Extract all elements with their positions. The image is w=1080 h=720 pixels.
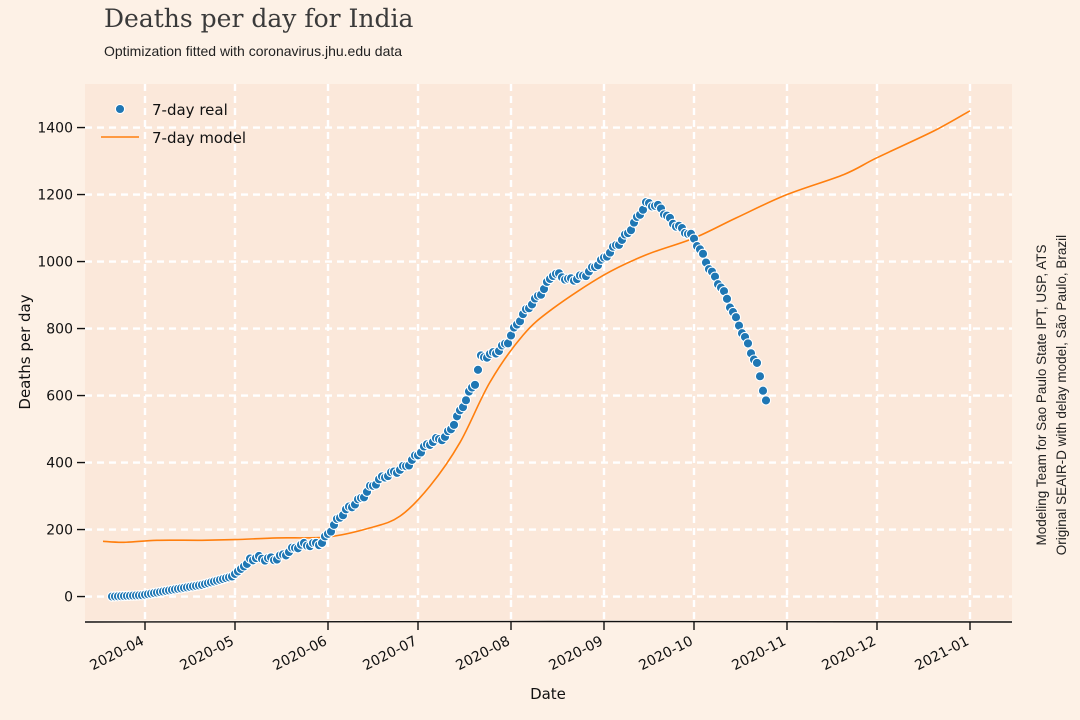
x-tick-label: 2020-10 [636, 633, 695, 674]
real-point [751, 357, 763, 369]
real-point [721, 293, 733, 304]
model-series [102, 110, 971, 544]
real-series [106, 196, 772, 602]
x-tick-label: 2020-06 [270, 633, 329, 674]
y-tick-label: 800 [46, 322, 73, 338]
real-point [460, 395, 472, 406]
y-tick-label: 200 [46, 523, 73, 539]
x-tick-label: 2020-08 [453, 633, 512, 674]
real-point [760, 395, 772, 406]
y-tick-label: 1200 [37, 188, 73, 204]
y-tick-label: 400 [46, 456, 73, 472]
y-tick-label: 1000 [37, 255, 73, 271]
x-tick-label: 2020-07 [360, 633, 419, 674]
x-axis-line [84, 620, 1013, 623]
y-tick-label: 600 [46, 389, 73, 405]
x-tick-label: 2020-09 [546, 633, 605, 674]
legend: 7-day real 7-day model [101, 101, 246, 147]
real-point [469, 379, 481, 391]
real-point [754, 371, 766, 382]
y-tick-label: 1400 [37, 121, 73, 137]
side-annotation-line: Modeling Team for Sao Paulo State IPT, U… [1034, 245, 1049, 546]
x-tick-label: 2020-04 [87, 633, 146, 674]
legend-real-marker [114, 103, 126, 115]
real-point [448, 419, 460, 431]
model-line [102, 110, 971, 544]
real-point [742, 338, 754, 349]
y-axis-label: Deaths per day [16, 294, 34, 409]
x-axis-label: Date [530, 685, 566, 703]
x-tick-label: 2020-05 [177, 633, 236, 674]
real-point [697, 248, 709, 259]
real-point [757, 385, 769, 396]
chart-subtitle: Optimization fitted with coronavirus.jhu… [104, 43, 403, 59]
legend-real-label: 7-day real [152, 101, 228, 119]
x-tick-label: 2020-12 [819, 633, 878, 674]
real-point [730, 312, 742, 323]
real-point [472, 364, 484, 375]
x-tick-label: 2021-01 [912, 633, 971, 674]
side-annotation-line: Original SEAIR-D with delay model, São P… [1054, 235, 1069, 555]
legend-model-label: 7-day model [152, 129, 246, 147]
y-tick-label: 0 [64, 590, 73, 606]
axis-labels: Date Deaths per day Modeling Team for Sao … [16, 235, 1069, 703]
x-tick-label: 2020-11 [729, 633, 788, 674]
grid-lines [85, 84, 1012, 620]
chart-title: Deaths per day for India [104, 4, 414, 33]
